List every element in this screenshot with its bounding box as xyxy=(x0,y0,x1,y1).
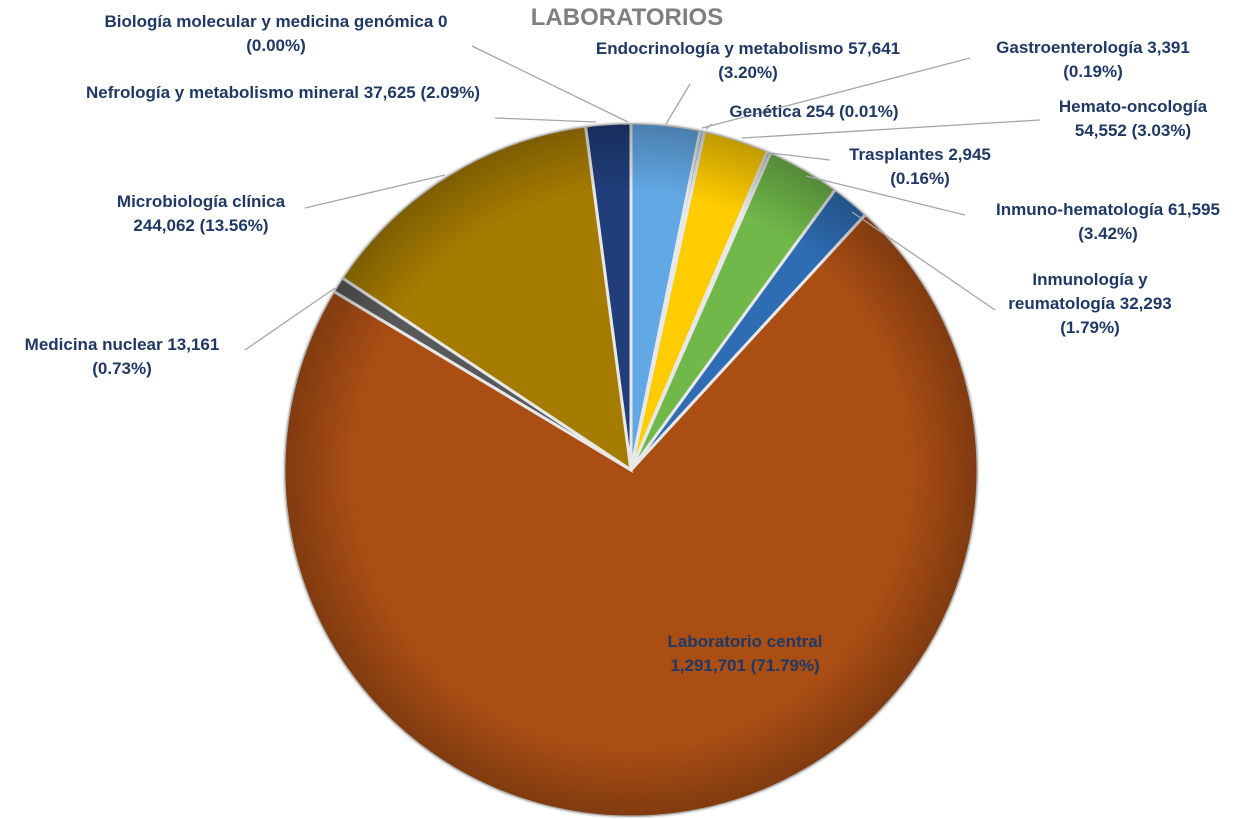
label-percent: (0.16%) xyxy=(890,169,950,188)
label-percent: (71.79%) xyxy=(750,656,820,675)
label-value: 32,293 xyxy=(1119,294,1172,313)
data-label: Biología molecular y medicina genómica 0… xyxy=(46,10,506,58)
label-value: 3,391 xyxy=(1147,38,1190,57)
label-name: Inmunología y reumatología xyxy=(1008,270,1148,313)
label-name: Medicina nuclear xyxy=(24,335,163,354)
leader-line xyxy=(741,119,1041,139)
data-label: Hemato-oncología 54,552 (3.03%) xyxy=(1033,95,1233,143)
label-name: Laboratorio central xyxy=(667,632,823,651)
leader-line xyxy=(244,287,336,351)
label-value: 54,552 xyxy=(1074,121,1127,140)
label-value: 0 xyxy=(438,12,448,31)
label-percent: (3.20%) xyxy=(718,63,778,82)
leader-line xyxy=(769,152,831,161)
data-label: Inmunología y reumatología 32,293 (1.79%) xyxy=(990,268,1190,340)
label-name: Microbiología clínica xyxy=(116,192,286,211)
label-name: Nefrología y metabolismo mineral xyxy=(85,83,359,102)
leader-line xyxy=(304,174,446,209)
label-percent: (3.42%) xyxy=(1078,224,1138,243)
data-label: Microbiología clínica 244,062 (13.56%) xyxy=(81,190,321,238)
label-percent: (1.79%) xyxy=(1060,318,1120,337)
data-label: Medicina nuclear 13,161 (0.73%) xyxy=(2,333,242,381)
data-label: Trasplantes 2,945 (0.16%) xyxy=(830,143,1010,191)
label-name: Trasplantes xyxy=(849,145,944,164)
label-percent: (0.00%) xyxy=(246,36,306,55)
label-value: 2,945 xyxy=(948,145,991,164)
data-label: Nefrología y metabolismo mineral 37,625 … xyxy=(33,81,533,105)
data-label: Endocrinología y metabolismo 57,641 (3.20… xyxy=(558,37,938,85)
label-percent: (0.73%) xyxy=(92,359,152,378)
leader-line xyxy=(851,211,996,311)
label-name: Inmuno-hematología xyxy=(996,200,1164,219)
leader-line xyxy=(805,175,966,216)
data-label: Gastroenterología 3,391 (0.19%) xyxy=(983,36,1203,84)
leader-line xyxy=(701,57,971,129)
chart-title: LABORATORIOS xyxy=(530,4,724,31)
label-percent: (2.09%) xyxy=(420,83,480,102)
label-percent: (0.01%) xyxy=(839,102,899,121)
label-percent: (3.03%) xyxy=(1131,121,1192,140)
data-label: Inmuno-hematología 61,595 (3.42%) xyxy=(968,198,1248,246)
label-name: Gastroenterología xyxy=(996,38,1143,57)
label-name: Hemato-oncología xyxy=(1058,97,1208,116)
label-name: Genética xyxy=(729,102,802,121)
leader-line xyxy=(494,117,597,123)
label-percent: (13.56%) xyxy=(199,216,269,235)
leader-line xyxy=(471,45,629,123)
leader-line xyxy=(665,83,691,125)
leader-line xyxy=(705,123,713,130)
data-label: Genética 254 (0.01%) xyxy=(704,100,924,124)
label-value: 244,062 xyxy=(133,216,195,235)
label-value: 254 xyxy=(805,102,835,121)
label-value: 37,625 xyxy=(363,83,416,102)
label-name: Biología molecular y medicina genómica xyxy=(104,12,434,31)
label-value: 57,641 xyxy=(848,39,901,58)
label-name: Endocrinología y metabolismo xyxy=(595,39,844,58)
label-value: 61,595 xyxy=(1167,200,1220,219)
data-label: Laboratorio central 1,291,701 (71.79%) xyxy=(625,630,865,678)
label-value: 1,291,701 xyxy=(670,656,746,675)
label-percent: (0.19%) xyxy=(1063,62,1123,81)
label-value: 13,161 xyxy=(167,335,220,354)
